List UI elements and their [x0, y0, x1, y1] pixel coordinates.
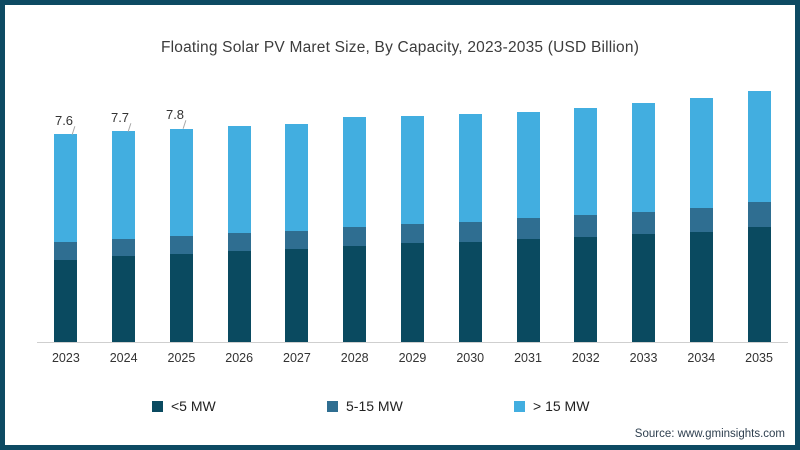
bar-segment [747, 90, 771, 203]
bar-2025 [169, 128, 193, 342]
legend-label: > 15 MW [533, 398, 590, 414]
bar-2024 [112, 131, 136, 342]
bar-segment [574, 236, 598, 342]
bar-segment [689, 208, 713, 232]
source-note: Source: www.gminsights.com [634, 428, 785, 440]
x-tick-label: 2028 [340, 351, 369, 365]
x-tick-label: 2027 [283, 351, 311, 365]
bar-2026 [227, 126, 251, 342]
bar-segment [227, 251, 251, 342]
bar-segment [458, 221, 482, 242]
bar-segment [400, 243, 424, 342]
x-tick-label: 2031 [514, 351, 542, 365]
bar-2030 [458, 113, 482, 342]
bar-segment [285, 123, 309, 231]
bar-segment [54, 134, 78, 242]
bar-segment [689, 231, 713, 342]
bar-segment [458, 241, 482, 342]
bar-segment [632, 102, 656, 212]
value-label: 7.7 [110, 110, 130, 125]
bar-2035 [747, 90, 771, 342]
bar-segment [285, 248, 309, 342]
bar-segment [227, 126, 251, 233]
bar-segment [400, 115, 424, 225]
x-tick-label: 2029 [398, 351, 427, 365]
bar-segment [343, 117, 367, 228]
bar-segment [689, 98, 713, 209]
legend-item: 5-15 MW [327, 398, 403, 414]
bar-segment [112, 131, 136, 239]
bar-segment [54, 241, 78, 260]
bar-segment [343, 227, 367, 246]
legend-item: <5 MW [152, 398, 216, 414]
bar-segment [516, 111, 540, 219]
bar-segment [169, 236, 193, 254]
bar-2033 [632, 102, 656, 342]
x-tick-label: 2025 [167, 351, 196, 365]
bar-segment [516, 218, 540, 240]
legend-label: 5-15 MW [346, 398, 403, 414]
bar-segment [747, 227, 771, 342]
bar-2027 [285, 123, 309, 342]
bar-2023 [54, 134, 78, 342]
x-tick-label: 2035 [745, 351, 773, 365]
bars-container [37, 85, 788, 342]
bar-2032 [574, 108, 598, 342]
bar-segment [343, 245, 367, 342]
bar-segment [54, 259, 78, 342]
plot-area [37, 85, 788, 343]
bar-segment [285, 230, 309, 249]
x-tick-label: 2023 [51, 351, 80, 365]
x-axis-labels: 2023 2024 2025 2026 2027 2028 2029 2030 2031 2032… [37, 351, 788, 365]
bar-segment [747, 202, 771, 228]
bar-segment [574, 215, 598, 237]
bar-2029 [400, 115, 424, 342]
bar-segment [169, 128, 193, 237]
chart-legend: <5 MW 5-15 MW > 15 MW [5, 398, 795, 418]
bar-2031 [516, 111, 540, 342]
bar-segment [227, 232, 251, 252]
chart-title: Floating Solar PV Maret Size, By Capacit… [160, 39, 640, 56]
bar-segment [458, 113, 482, 222]
x-tick-label: 2030 [456, 351, 485, 365]
x-tick-label: 2024 [109, 351, 138, 365]
x-tick-label: 2032 [571, 351, 600, 365]
bar-segment [632, 233, 656, 342]
legend-swatch-icon [152, 400, 163, 412]
bar-2028 [343, 117, 367, 342]
legend-swatch-icon [514, 400, 525, 412]
bar-2034 [689, 98, 713, 342]
legend-label: <5 MW [171, 398, 216, 414]
value-label: 7.6 [54, 113, 74, 128]
x-tick-label: 2034 [687, 351, 716, 365]
legend-item: > 15 MW [514, 398, 589, 414]
bar-segment [516, 239, 540, 342]
legend-swatch-icon [327, 400, 338, 412]
bar-segment [400, 224, 424, 244]
bar-segment [632, 211, 656, 234]
bar-segment [112, 256, 136, 342]
bar-segment [169, 253, 193, 342]
bar-segment [574, 108, 598, 216]
x-tick-label: 2026 [225, 351, 254, 365]
value-label: 7.8 [165, 107, 185, 122]
bar-segment [112, 238, 136, 257]
x-tick-label: 2033 [629, 351, 658, 365]
